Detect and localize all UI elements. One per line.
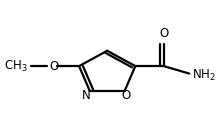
Text: O: O	[50, 60, 59, 73]
Text: N: N	[82, 90, 91, 102]
Text: CH$_3$: CH$_3$	[4, 59, 27, 74]
Text: O: O	[159, 27, 168, 40]
Text: NH$_2$: NH$_2$	[192, 68, 216, 83]
Text: O: O	[121, 90, 130, 102]
